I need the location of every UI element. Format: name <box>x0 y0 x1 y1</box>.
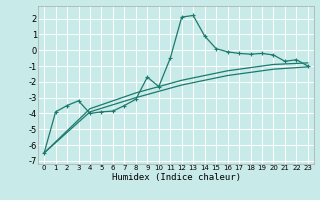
X-axis label: Humidex (Indice chaleur): Humidex (Indice chaleur) <box>111 173 241 182</box>
